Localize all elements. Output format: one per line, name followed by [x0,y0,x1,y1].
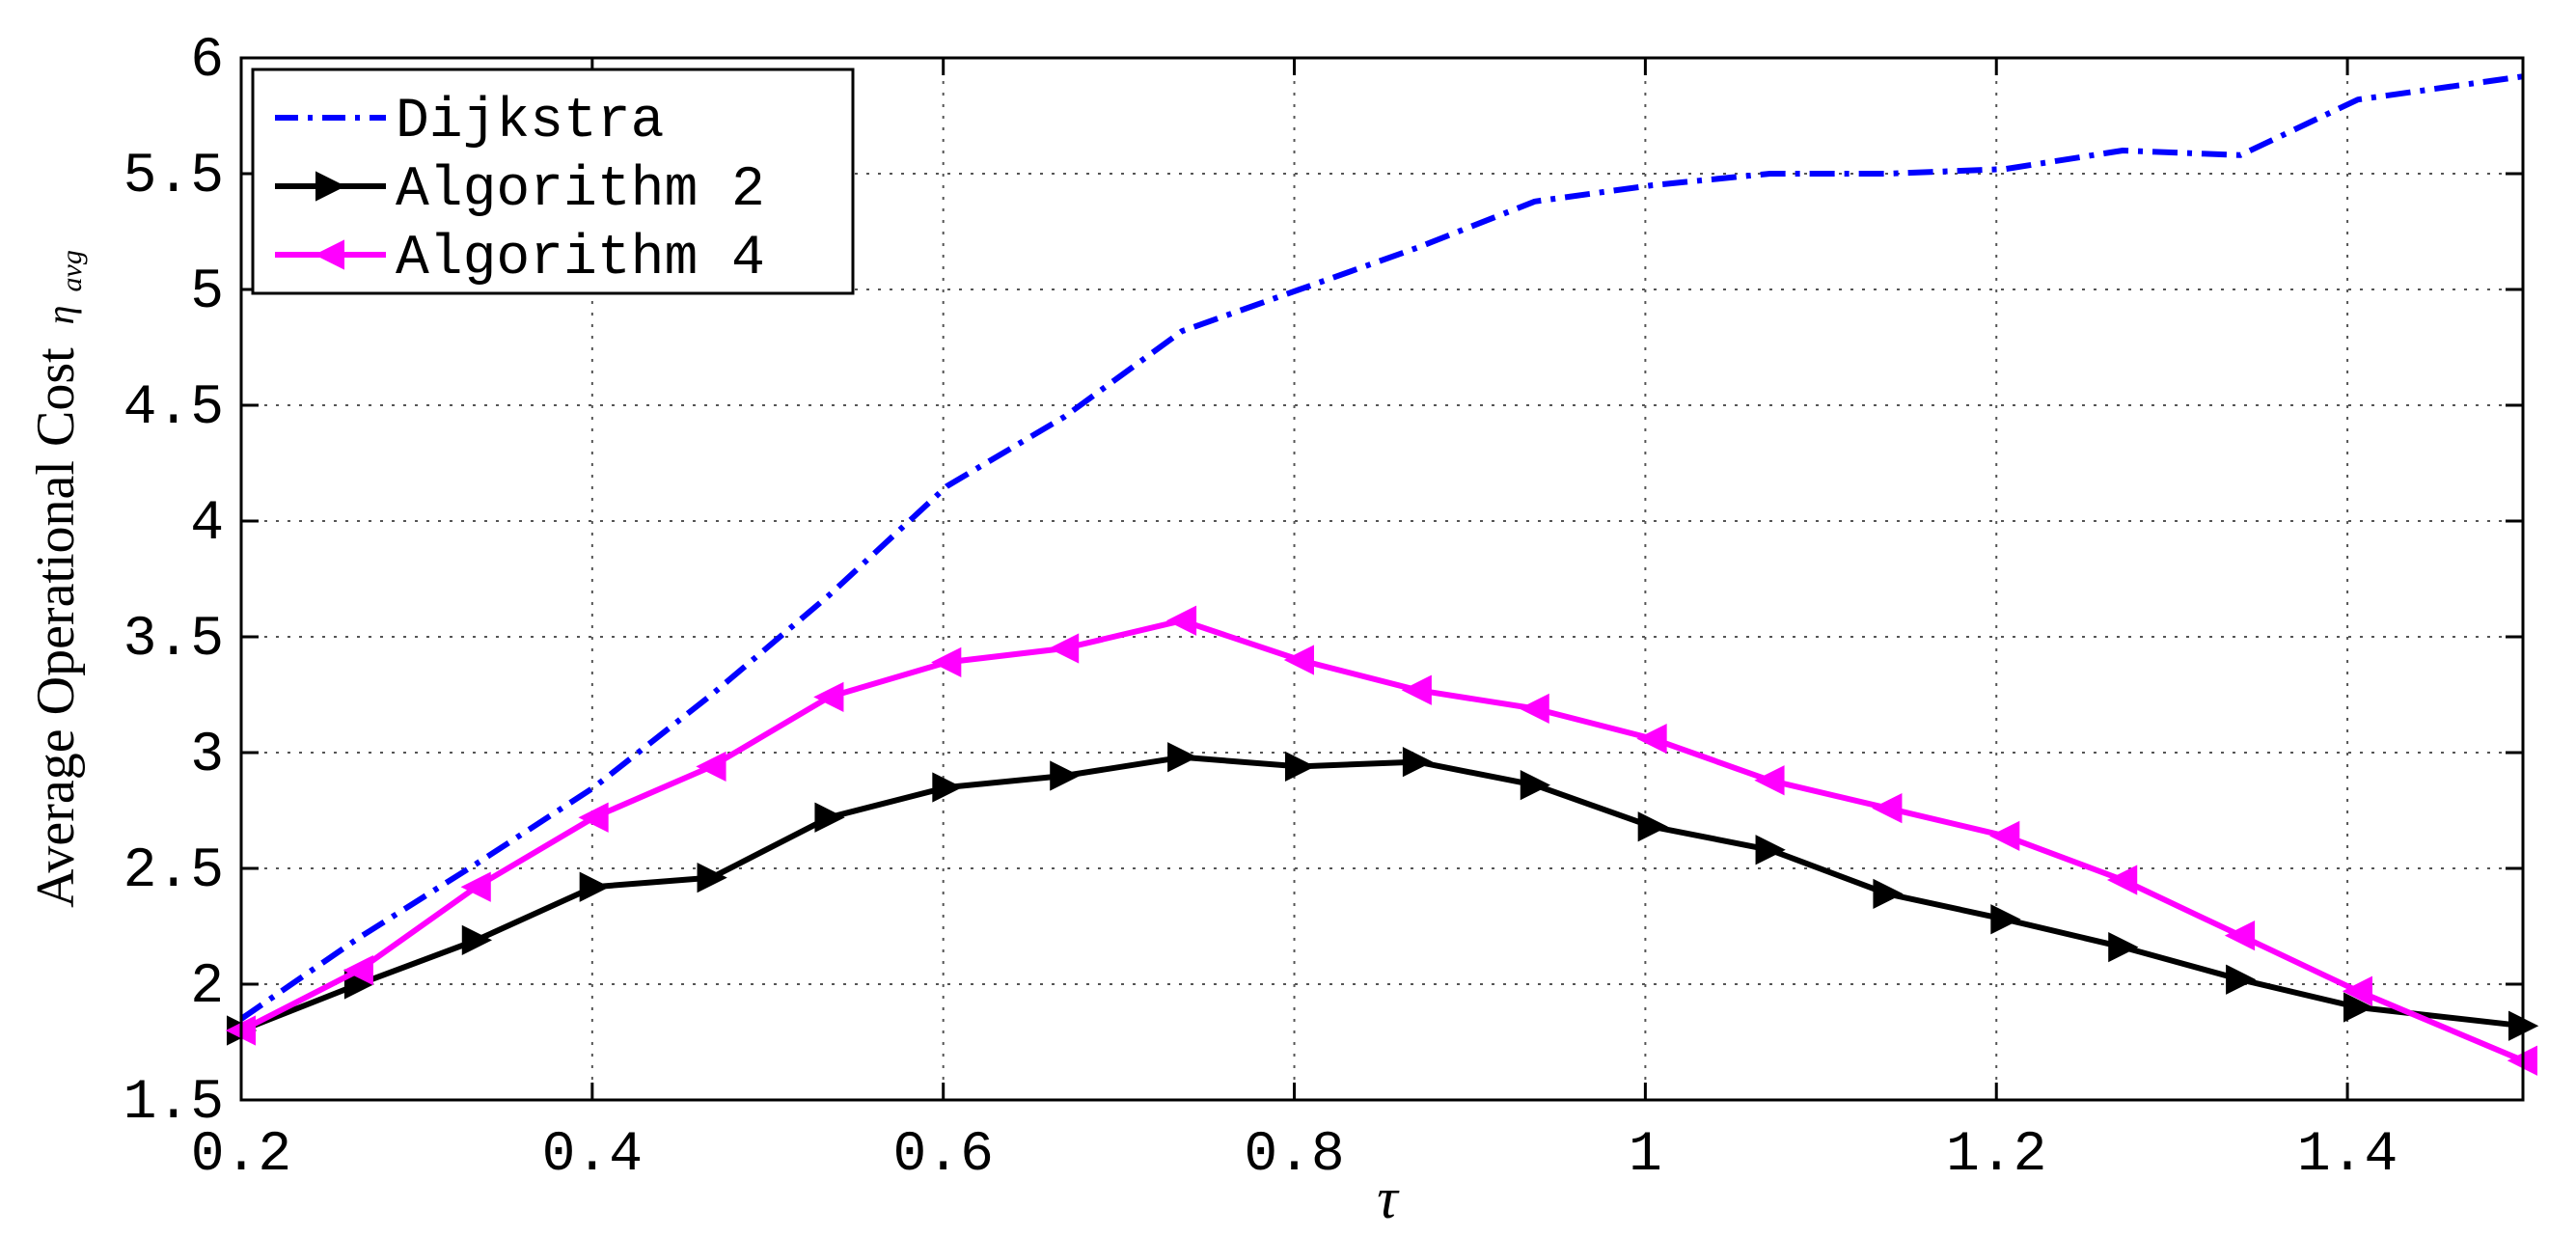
data-point-marker [1048,633,1080,664]
series-dijkstra [239,73,2524,1022]
data-point-marker [1284,751,1316,783]
plot-frame [239,56,2525,1102]
x-tick-label: 1.2 [1946,1124,2046,1187]
grid-layer [241,58,2523,1100]
x-tick-label: 1 [1629,1124,1662,1187]
data-point-marker [1990,904,2021,935]
data-point-marker [1165,605,1197,636]
data-point-marker [696,751,726,783]
y-tick-label: 1.5 [123,1072,224,1135]
x-tick-label: 0.8 [1244,1124,1344,1187]
data-point-marker [932,772,963,803]
y-tick-label: 3.5 [123,609,224,672]
data-point-marker [1637,811,1668,842]
data-point-marker [697,862,727,893]
data-point-marker [2108,931,2139,963]
x-tick-label: 0.2 [191,1124,291,1187]
legend-label: Algorithm 2 [396,159,765,222]
series-line [239,73,2524,1022]
data-point-marker [2224,920,2256,951]
series-line [239,618,2525,1063]
y-tick-label: 2.5 [123,840,224,903]
y-tick-label: 4.5 [123,377,224,440]
legend-marker [315,171,346,202]
series-line [239,754,2524,1033]
x-tick-label: 1.4 [2297,1124,2398,1187]
legend-item: Algorithm 4 [275,228,765,290]
data-point-marker [1401,674,1432,705]
data-point-marker [579,871,610,902]
data-point-marker [2342,975,2372,1006]
data-point-marker [1872,792,1903,824]
data-point-marker [2226,964,2257,995]
x-axis-label: τ [1377,1167,1400,1230]
x-tick-label: 0.6 [892,1124,993,1187]
data-point-marker [931,646,962,678]
series-algorithm-4 [225,605,2537,1076]
data-point-marker [1754,765,1785,796]
series-layer [225,73,2539,1076]
legend-item: Algorithm 2 [275,159,765,222]
y-tick-label: 4 [190,493,224,556]
data-point-marker [460,871,491,902]
y-tick-label: 3 [190,725,224,787]
y-tick-labels: 1.5 2 2.5 3 3.5 4 4.5 5 5.5 6 [123,30,224,1135]
data-point-marker [1873,878,1904,910]
y-axis-label-symbol: η [39,305,82,324]
data-point-marker [343,954,373,986]
y-axis-label: Average Operational Cost η avg [26,250,88,908]
data-point-marker [1519,693,1549,725]
svg-text:Average Operational Cost: Average Operational Cost η avg [26,250,88,908]
legend-item: Dijkstra [275,91,664,153]
data-point-marker [2106,865,2138,895]
data-point-marker [1402,746,1434,778]
legend-label: Dijkstra [396,91,664,153]
x-tick-labels: 0.2 0.4 0.6 0.8 1 1.2 1.4 [191,1124,2398,1187]
legend-label: Algorithm 4 [396,228,765,290]
legend-marker [314,239,344,270]
data-point-marker [578,802,609,833]
data-point-marker [1167,742,1198,773]
y-axis-label-text: Average Operational Cost [26,347,86,908]
data-point-marker [1755,835,1786,865]
data-point-marker [2343,992,2374,1023]
data-point-marker [813,681,844,713]
series-algorithm-2 [227,742,2539,1046]
y-tick-label: 6 [190,30,224,93]
data-point-marker [461,924,493,956]
data-point-marker [1283,645,1314,675]
y-tick-label: 5 [190,261,224,324]
data-point-marker [814,802,845,833]
data-point-marker [1050,760,1081,791]
y-axis-label-subscript: avg [56,250,88,291]
x-tick-label: 0.4 [542,1124,643,1187]
y-tick-label: 2 [190,956,224,1019]
y-tick-label: 5.5 [123,146,224,208]
data-point-marker [1636,723,1667,755]
data-point-marker [1520,769,1551,801]
data-point-marker [1989,820,2020,852]
